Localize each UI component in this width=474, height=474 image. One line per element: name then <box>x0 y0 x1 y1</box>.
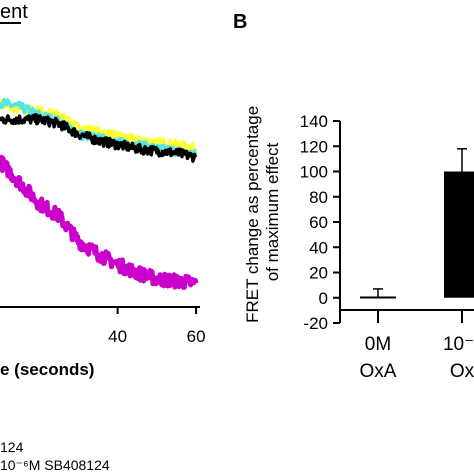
panel-b-bars <box>360 148 474 323</box>
panel-b-bar-2 <box>444 171 474 298</box>
panel-b-category-label-1-line-1: 0M <box>365 334 391 355</box>
panel-b-y-ticks: -20 0 20 40 60 80 100 120 140 <box>300 112 340 333</box>
panel-a: ent 40 60 e (seconds) 124 10⁻⁶M SB408124 <box>0 1 206 473</box>
panel-b-label: B <box>233 11 247 33</box>
panel-b-category-label-1-line-2: OxA <box>360 361 397 382</box>
panel-b-y-tick-label-1: -20 <box>303 314 328 333</box>
panel-b-category-label-2-line-2: Ox <box>450 361 474 382</box>
panel-b-y-tick-label-5: 60 <box>309 213 328 232</box>
panel-b-y-tick-label-2: 0 <box>319 289 328 308</box>
panel-a-x-tick-label-2: 60 <box>187 327 206 346</box>
panel-b: B FRET change as percentage of maximum e… <box>233 11 474 382</box>
panel-b-y-tick-label-4: 40 <box>309 238 328 257</box>
panel-b-y-axis-label-line-2: of maximum effect <box>263 142 282 281</box>
panel-b-y-axis-label: FRET change as percentage of maximum eff… <box>243 101 282 323</box>
panel-a-x-tick-label-1: 40 <box>108 327 127 346</box>
panel-a-series-group <box>0 97 199 290</box>
panel-b-y-tick-label-8: 120 <box>300 137 328 156</box>
panel-b-category-label-2-line-1: 10⁻⁷ <box>443 334 474 355</box>
panel-b-y-tick-label-7: 100 <box>300 163 328 182</box>
panel-a-x-ticks: 40 60 <box>108 307 206 346</box>
panel-a-legend-fragment-2: 10⁻⁶M SB408124 <box>0 457 110 473</box>
panel-a-series-line-2 <box>0 97 198 159</box>
panel-b-y-tick-label-6: 80 <box>309 188 328 207</box>
panel-a-legend-fragment-1: 124 <box>0 439 24 455</box>
panel-b-y-axis-label-line-1: FRET change as percentage <box>243 106 262 323</box>
panel-a-series-line-3 <box>0 113 198 163</box>
panel-b-bar-1 <box>360 296 396 299</box>
panel-b-y-tick-label-3: 20 <box>309 264 328 283</box>
panel-a-series-line-4 <box>0 154 199 290</box>
panel-b-y-tick-label-9: 140 <box>300 112 328 131</box>
panel-a-x-axis-label: e (seconds) <box>0 360 94 379</box>
panel-a-title-fragment: ent <box>0 1 28 23</box>
panel-b-x-labels: 0M OxA 10⁻⁷ Ox <box>360 334 474 382</box>
